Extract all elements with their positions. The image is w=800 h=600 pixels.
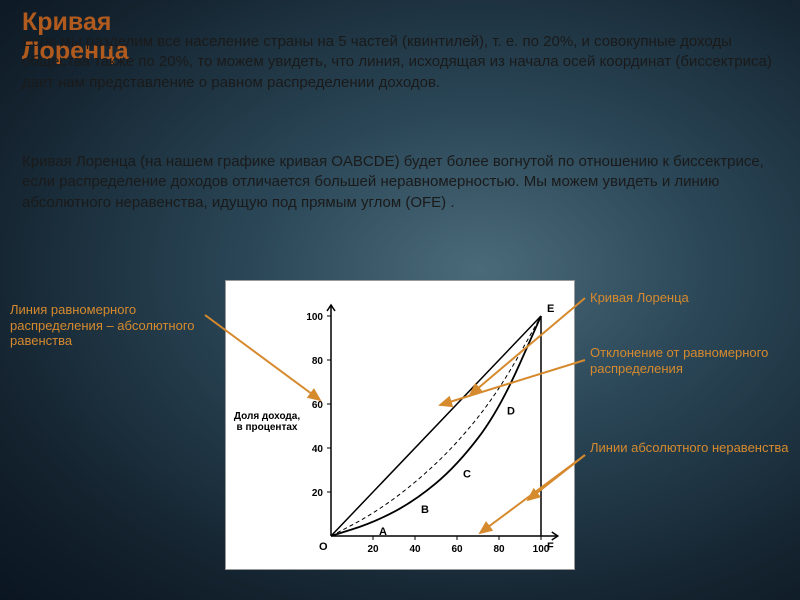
paragraph-2: Кривая Лоренца (на нашем графике кривая … — [22, 152, 778, 213]
annotation-deviation: Отклонение от равномерного распределения — [590, 345, 790, 376]
paragraph-1: Если мы разделим все население страны на… — [22, 32, 778, 93]
svg-text:60: 60 — [451, 544, 463, 555]
annotation-inequality: Линии абсолютного неравенства — [590, 440, 790, 456]
svg-text:40: 40 — [312, 444, 324, 455]
lorenz-chart: 2040608010020406080100OABCDEF Доля доход… — [225, 280, 575, 570]
annotation-equality: Линия равномерного распределения – абсол… — [10, 302, 210, 349]
svg-text:20: 20 — [367, 544, 379, 555]
y-axis-label: Доля дохода, в процентах — [232, 411, 302, 433]
svg-text:D: D — [507, 406, 515, 418]
annotation-lorenz: Кривая Лоренца — [590, 290, 770, 306]
svg-text:60: 60 — [312, 400, 324, 411]
svg-text:A: A — [379, 526, 387, 538]
svg-text:B: B — [421, 504, 429, 516]
svg-text:C: C — [463, 469, 471, 481]
svg-text:100: 100 — [306, 312, 323, 323]
svg-text:80: 80 — [493, 544, 505, 555]
svg-text:E: E — [547, 303, 554, 315]
svg-text:F: F — [547, 541, 554, 553]
svg-text:20: 20 — [312, 488, 324, 499]
svg-text:80: 80 — [312, 356, 324, 367]
svg-text:40: 40 — [409, 544, 421, 555]
svg-text:O: O — [319, 541, 328, 553]
